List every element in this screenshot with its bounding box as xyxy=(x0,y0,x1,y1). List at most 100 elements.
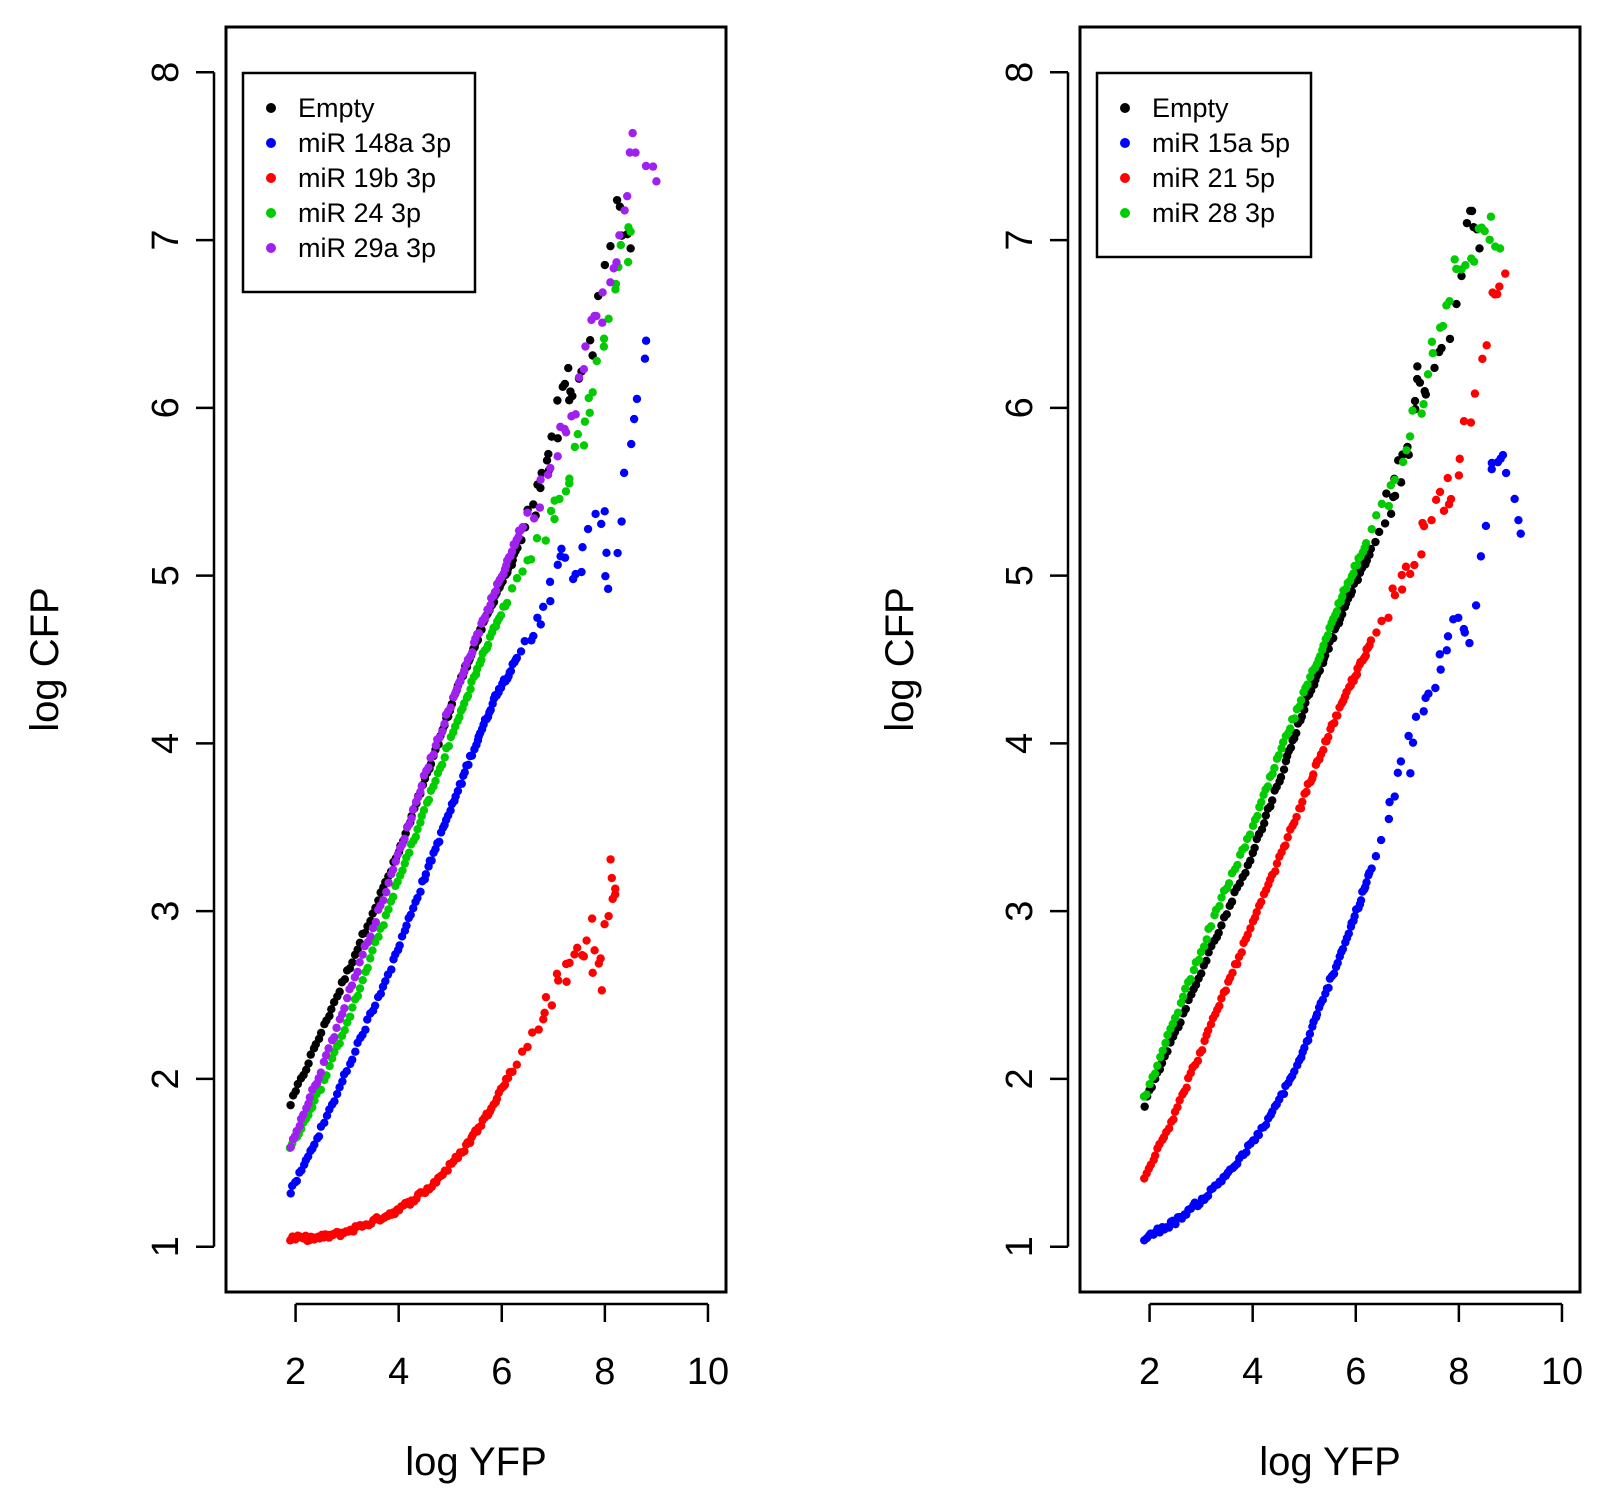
data-point xyxy=(1153,1061,1162,1070)
data-point xyxy=(1374,527,1384,537)
data-point xyxy=(607,873,616,883)
data-point xyxy=(541,992,551,1002)
data-point xyxy=(599,342,609,351)
data-point xyxy=(416,818,425,827)
data-point xyxy=(486,600,495,610)
x-tick-label: 4 xyxy=(388,1351,409,1393)
data-point xyxy=(1270,763,1279,773)
y-tick-label: 2 xyxy=(145,1068,187,1089)
data-point xyxy=(1410,560,1419,570)
data-point xyxy=(361,1025,370,1034)
data-point xyxy=(520,636,529,646)
y-tick-label: 5 xyxy=(145,565,187,586)
data-point xyxy=(553,560,562,570)
data-point xyxy=(324,1044,333,1053)
data-point xyxy=(366,954,375,963)
data-point xyxy=(502,598,512,608)
data-point xyxy=(600,260,610,270)
data-point xyxy=(577,567,586,577)
data-point xyxy=(345,1012,355,1021)
data-point xyxy=(573,943,582,953)
data-point xyxy=(1261,1120,1271,1130)
y-tick-label: 1 xyxy=(999,1236,1041,1257)
data-point xyxy=(1384,613,1393,623)
data-point xyxy=(291,1086,300,1096)
data-point xyxy=(440,753,449,762)
data-point xyxy=(1431,495,1441,505)
data-point xyxy=(429,750,438,759)
data-point xyxy=(536,620,545,629)
data-point xyxy=(351,1047,360,1056)
data-point xyxy=(507,547,517,556)
data-point xyxy=(1221,986,1231,995)
data-point xyxy=(1406,769,1415,778)
data-point xyxy=(1510,494,1519,504)
data-point xyxy=(1279,1089,1289,1099)
data-point xyxy=(384,878,393,887)
data-point xyxy=(1382,489,1391,498)
data-point xyxy=(1245,830,1255,839)
data-point xyxy=(516,647,526,656)
data-point xyxy=(1417,550,1426,559)
plot-frame xyxy=(1078,25,1582,1294)
data-point xyxy=(1241,868,1250,878)
data-point xyxy=(1150,1069,1160,1078)
data-point xyxy=(561,487,571,496)
data-point xyxy=(538,602,548,612)
data-point xyxy=(1356,896,1366,905)
data-point xyxy=(1338,592,1347,601)
data-point xyxy=(518,567,527,576)
data-point xyxy=(1319,641,1328,650)
data-point xyxy=(617,517,626,526)
data-point xyxy=(619,468,629,478)
data-point xyxy=(286,1100,295,1110)
data-point xyxy=(1353,575,1363,585)
data-point xyxy=(1501,269,1510,278)
data-point xyxy=(1495,244,1505,253)
data-point xyxy=(1390,491,1400,501)
data-point xyxy=(427,856,436,865)
data-point xyxy=(340,1004,349,1013)
data-point xyxy=(327,1005,336,1014)
data-point xyxy=(464,760,473,770)
data-point xyxy=(599,334,609,343)
data-point xyxy=(366,932,375,941)
data-point xyxy=(1377,499,1387,509)
data-point xyxy=(564,363,573,373)
data-point xyxy=(547,1001,557,1010)
data-point xyxy=(570,950,579,959)
data-point xyxy=(330,1097,339,1106)
data-point xyxy=(1478,354,1487,364)
data-point xyxy=(1372,511,1381,520)
data-point xyxy=(1397,585,1407,594)
data-point xyxy=(424,795,434,805)
legend-marker xyxy=(266,208,276,218)
data-point xyxy=(1173,1008,1183,1017)
data-point xyxy=(292,1176,301,1186)
data-point xyxy=(1352,670,1362,679)
x-tick-label: 10 xyxy=(687,1351,729,1393)
data-point xyxy=(1366,636,1376,645)
legend-marker xyxy=(266,243,276,253)
data-point xyxy=(1455,454,1464,464)
data-point xyxy=(1169,1115,1178,1124)
x-tick-label: 6 xyxy=(1345,1351,1366,1393)
data-point xyxy=(388,892,398,902)
data-point xyxy=(417,781,426,791)
data-point xyxy=(419,805,429,815)
data-point xyxy=(553,396,562,405)
y-tick-label: 1 xyxy=(145,1236,187,1257)
data-point xyxy=(512,1060,521,1069)
data-point xyxy=(316,1028,326,1038)
data-point xyxy=(1276,773,1286,782)
data-point xyxy=(1215,1001,1224,1011)
data-point xyxy=(370,1001,380,1010)
data-point xyxy=(1454,471,1464,480)
data-point xyxy=(1427,337,1437,347)
data-point xyxy=(1435,487,1445,497)
data-point xyxy=(407,814,416,823)
data-point xyxy=(1243,930,1252,939)
data-point xyxy=(616,240,626,250)
data-point xyxy=(1259,819,1269,828)
